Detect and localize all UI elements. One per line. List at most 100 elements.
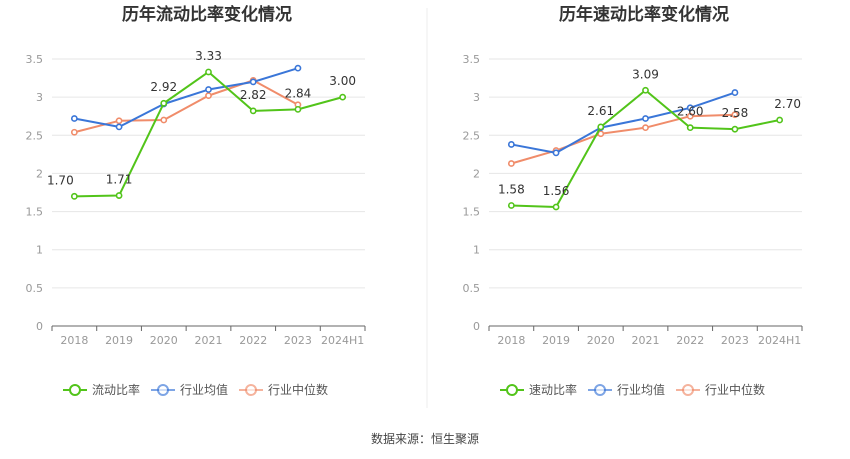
data-point <box>731 125 739 133</box>
x-tick-label: 2019 <box>105 334 133 347</box>
data-point <box>70 192 78 200</box>
legend-item-1[interactable]: 流动比率 <box>63 382 140 397</box>
data-point <box>642 86 649 94</box>
data-point <box>160 99 168 107</box>
data-point <box>249 107 257 115</box>
legend-label: 行业中位数 <box>268 382 328 397</box>
legend-item-3[interactable]: 行业中位数 <box>676 382 765 397</box>
data-point <box>205 86 212 93</box>
x-tick-label: 2021 <box>195 334 223 347</box>
data-point <box>642 115 649 122</box>
data-point <box>160 116 168 124</box>
legend-marker-icon <box>245 384 257 396</box>
x-tick-label: 2022 <box>676 334 704 347</box>
data-label: 2.58 <box>722 106 749 120</box>
data-point <box>642 124 649 132</box>
data-label: 1.56 <box>543 184 570 198</box>
x-tick-label: 2023 <box>721 334 749 347</box>
x-tick-label: 2018 <box>60 334 88 347</box>
legend-item-1[interactable]: 速动比率 <box>500 382 577 397</box>
x-tick-label: 2021 <box>632 334 660 347</box>
x-tick-label: 2022 <box>239 334 267 347</box>
data-point <box>552 149 560 157</box>
legend-marker-icon <box>69 384 81 396</box>
data-label: 1.70 <box>47 173 74 187</box>
y-tick-label: 1.5 <box>463 206 481 219</box>
data-point <box>731 111 739 119</box>
data-point <box>597 123 605 131</box>
data-label: 3.09 <box>632 67 659 81</box>
legend-marker-icon <box>682 384 694 396</box>
data-point <box>205 68 212 76</box>
data-point <box>115 123 123 131</box>
y-tick-label: 0.5 <box>26 282 44 295</box>
x-tick-label: 2020 <box>150 334 178 347</box>
x-tick-label: 2018 <box>497 334 525 347</box>
x-tick-label: 2019 <box>542 334 570 347</box>
y-tick-label: 0 <box>473 320 480 333</box>
y-tick-label: 3.5 <box>463 53 481 66</box>
data-label: 2.92 <box>150 80 177 94</box>
legend-label: 行业均值 <box>617 382 665 397</box>
data-label: 2.82 <box>240 88 267 102</box>
y-tick-label: 2 <box>36 167 43 180</box>
y-tick-label: 3.5 <box>26 53 44 66</box>
data-point <box>115 117 123 125</box>
legend-marker-icon <box>157 384 169 396</box>
x-tick-label: 2024H1 <box>758 334 801 347</box>
y-tick-label: 2 <box>473 167 480 180</box>
data-point <box>70 128 78 136</box>
legend-item-3[interactable]: 行业中位数 <box>239 382 328 397</box>
data-label: 2.61 <box>587 104 614 118</box>
data-point <box>115 192 123 199</box>
data-point <box>294 105 302 113</box>
y-tick-label: 1 <box>36 244 43 257</box>
legend-marker-icon <box>506 384 518 396</box>
data-point <box>731 89 739 96</box>
data-point <box>686 104 694 112</box>
data-point <box>776 116 784 124</box>
data-point <box>70 115 78 122</box>
data-label: 1.71 <box>106 173 133 187</box>
y-tick-label: 2.5 <box>26 129 44 142</box>
x-tick-label: 2020 <box>587 334 615 347</box>
data-point <box>249 78 257 86</box>
x-tick-label: 2024H1 <box>321 334 364 347</box>
legend-item-2[interactable]: 行业均值 <box>588 382 665 397</box>
data-label: 2.84 <box>285 86 312 100</box>
data-point <box>507 141 515 148</box>
legend-label: 行业中位数 <box>705 382 765 397</box>
data-point <box>205 92 212 100</box>
data-label: 3.00 <box>329 74 356 88</box>
data-point <box>552 203 560 211</box>
data-label: 1.58 <box>498 182 525 196</box>
legend-label: 行业均值 <box>180 382 228 397</box>
data-point <box>597 130 605 138</box>
y-tick-label: 1.5 <box>26 206 44 219</box>
data-point <box>686 124 694 132</box>
chart-panel-1: 历年流动比率变化情况 0 0.5 1 1.5 2 2.5 3 3.5 2018 2019 2020 20… <box>26 4 366 397</box>
y-tick-label: 0.5 <box>463 282 481 295</box>
y-tick-label: 2.5 <box>463 129 481 142</box>
series-line-2 <box>74 67 299 128</box>
legend-label: 速动比率 <box>529 382 577 397</box>
chart-title: 历年流动比率变化情况 <box>122 4 292 25</box>
y-tick-label: 3 <box>36 91 43 104</box>
data-label: 3.33 <box>195 49 222 63</box>
data-point <box>339 93 347 101</box>
x-tick-label: 2023 <box>284 334 312 347</box>
legend-marker-icon <box>594 384 606 396</box>
y-tick-label: 0 <box>36 320 43 333</box>
data-label: 2.60 <box>677 105 704 119</box>
series-line-3 <box>74 79 299 134</box>
legend-item-2[interactable]: 行业均值 <box>151 382 228 397</box>
series-line-3 <box>511 113 735 165</box>
data-point <box>507 160 515 167</box>
chart-title: 历年速动比率变化情况 <box>559 4 729 25</box>
data-point <box>294 64 302 72</box>
data-point <box>686 112 694 120</box>
data-point <box>507 202 515 209</box>
chart-panel-2: 历年速动比率变化情况 0 0.5 1 1.5 2 2.5 3 3.5 2018 2019 2020 20… <box>463 4 803 397</box>
source-text: 数据来源：恒生聚源 <box>371 431 479 446</box>
